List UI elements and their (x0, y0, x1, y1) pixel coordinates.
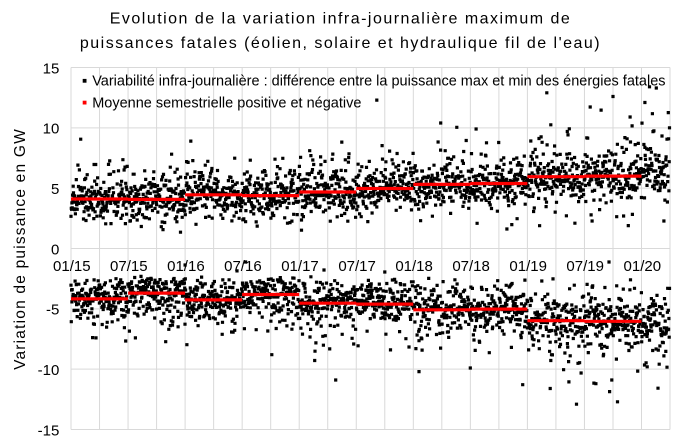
svg-text:01/15: 01/15 (53, 258, 91, 275)
svg-text:Variation de puissance en GW: Variation de puissance en GW (12, 128, 29, 370)
svg-text:-5: -5 (46, 302, 59, 319)
svg-text:Moyenne semestrielle positive: Moyenne semestrielle positive et négativ… (92, 96, 361, 112)
svg-text:01/17: 01/17 (281, 258, 319, 275)
svg-text:puissances fatales (éolien, so: puissances fatales (éolien, solaire et h… (80, 35, 601, 52)
svg-text:01/18: 01/18 (395, 258, 433, 275)
svg-text:01/16: 01/16 (167, 258, 205, 275)
svg-text:5: 5 (51, 181, 59, 198)
svg-text:01/20: 01/20 (624, 258, 662, 275)
svg-text:07/17: 07/17 (338, 258, 376, 275)
svg-text:-10: -10 (38, 362, 60, 379)
svg-text:10: 10 (43, 121, 60, 138)
svg-text:Variabilité infra-journalière: Variabilité infra-journalière : différen… (92, 74, 665, 90)
svg-text:07/16: 07/16 (224, 258, 262, 275)
svg-text:07/15: 07/15 (110, 258, 148, 275)
svg-text:01/19: 01/19 (509, 258, 547, 275)
svg-text:-15: -15 (38, 422, 60, 439)
svg-text:07/18: 07/18 (452, 258, 490, 275)
svg-text:15: 15 (43, 60, 60, 77)
svg-text:07/19: 07/19 (566, 258, 604, 275)
svg-text:Evolution de la variation infr: Evolution de la variation infra-journali… (110, 10, 571, 27)
svg-text:0: 0 (51, 241, 59, 258)
